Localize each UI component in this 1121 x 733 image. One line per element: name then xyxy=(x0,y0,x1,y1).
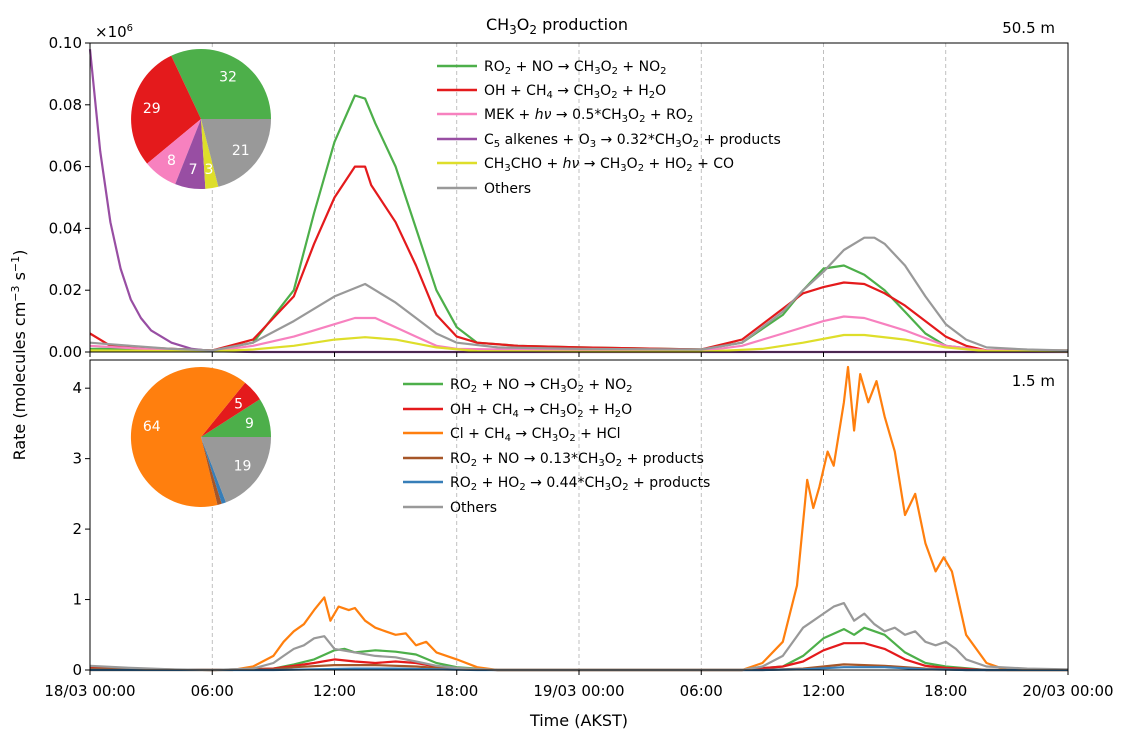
legend-item: C5 alkenes + O3 → 0.32*CH3O2 + products xyxy=(437,132,781,150)
pie-slice xyxy=(201,437,226,504)
pie-slice xyxy=(201,119,219,189)
x-tick-label: 12:00 xyxy=(313,682,356,700)
x-tick-label: 06:00 xyxy=(191,682,234,700)
pie-slice xyxy=(175,119,206,190)
pie-label: 8 xyxy=(167,153,176,169)
svg-text:Others: Others xyxy=(484,181,531,197)
pie-label: 64 xyxy=(143,419,161,435)
x-tick-label: 06:00 xyxy=(680,682,723,700)
y-tick-label: 0.00 xyxy=(49,343,82,361)
svg-text:OH + CH4 → CH3O2 + H2O: OH + CH4 → CH3O2 + H2O xyxy=(450,402,632,420)
pie-slice xyxy=(201,437,271,503)
y-axis-label: Rate (molecules cm−3 s−1) xyxy=(9,250,29,461)
pie-label: 5 xyxy=(234,396,243,412)
panel-bottom-height-label: 1.5 m xyxy=(1012,372,1055,390)
legend-item: CH3CHO + hν → CH3O2 + HO2 + CO xyxy=(437,156,734,174)
svg-text:Others: Others xyxy=(450,500,497,516)
x-tick-label: 18:00 xyxy=(924,682,967,700)
legend-item: Cl + CH4 → CH3O2 + HCl xyxy=(403,426,621,444)
y-tick-label: 4 xyxy=(72,379,82,397)
svg-text:C5 alkenes + O3 → 0.32*CH3O2 +: C5 alkenes + O3 → 0.32*CH3O2 + products xyxy=(484,132,781,150)
pie-label: 19 xyxy=(234,459,252,475)
svg-text:MEK + hν → 0.5*CH3O2 + RO2: MEK + hν → 0.5*CH3O2 + RO2 xyxy=(484,107,693,125)
legend-item: RO2 + HO2 → 0.44*CH3O2 + products xyxy=(403,475,710,493)
y-tick-label: 0.04 xyxy=(49,219,82,237)
legend-item: Others xyxy=(437,181,531,197)
panel-top-height-label: 50.5 m xyxy=(1002,19,1055,37)
legend-item: RO2 + NO → CH3O2 + NO2 xyxy=(403,377,632,395)
x-axis-label: Time (AKST) xyxy=(529,711,628,730)
series-line xyxy=(89,602,1069,672)
y-tick-label: 0.08 xyxy=(49,96,82,114)
x-tick-label: 20/03 00:00 xyxy=(1022,682,1113,700)
x-tick-label: 18:00 xyxy=(435,682,478,700)
legend-item: RO2 + NO → 0.13*CH3O2 + products xyxy=(403,451,704,469)
chart-title: CH3O2 production xyxy=(486,15,628,37)
pie-label: 9 xyxy=(245,416,254,432)
y-tick-label: 2 xyxy=(72,520,82,538)
svg-text:Cl + CH4 → CH3O2 + HCl: Cl + CH4 → CH3O2 + HCl xyxy=(450,426,621,444)
svg-text:RO2 + HO2 → 0.44*CH3O2 + produ: RO2 + HO2 → 0.44*CH3O2 + products xyxy=(450,475,710,493)
svg-text:RO2 + NO → CH3O2 + NO2: RO2 + NO → CH3O2 + NO2 xyxy=(450,377,632,395)
legend-item: RO2 + NO → CH3O2 + NO2 xyxy=(437,59,666,77)
legend-bottom: RO2 + NO → CH3O2 + NO2 OH + CH4 → CH3O2 … xyxy=(403,377,710,516)
svg-text:RO2 + NO → CH3O2 + NO2: RO2 + NO → CH3O2 + NO2 xyxy=(484,59,666,77)
svg-text:OH + CH4 → CH3O2 + H2O: OH + CH4 → CH3O2 + H2O xyxy=(484,83,666,101)
pie-label: 32 xyxy=(219,69,237,85)
pie-label: 7 xyxy=(189,162,198,178)
y-tick-label: 1 xyxy=(72,591,82,609)
y-tick-label: 0 xyxy=(72,661,82,679)
y-tick-label: 3 xyxy=(72,450,82,468)
svg-text:CH3CHO + hν → CH3O2 + HO2 + CO: CH3CHO + hν → CH3O2 + HO2 + CO xyxy=(484,156,734,174)
y-tick-label: 0.10 xyxy=(49,34,82,52)
y-tick-label: 0.02 xyxy=(49,281,82,299)
pie-label: 29 xyxy=(143,101,161,117)
x-tick-label: 12:00 xyxy=(802,682,845,700)
pie-slice xyxy=(131,55,201,164)
series-line xyxy=(89,236,1069,352)
x-tick-label: 18/03 00:00 xyxy=(44,682,135,700)
legend-item: OH + CH4 → CH3O2 + H2O xyxy=(437,83,666,101)
pie-slice xyxy=(147,119,201,185)
svg-text:RO2 + NO → 0.13*CH3O2 + produc: RO2 + NO → 0.13*CH3O2 + products xyxy=(450,451,704,469)
pie-label: 3 xyxy=(204,162,213,178)
legend-item: Others xyxy=(403,500,497,516)
pie-slice xyxy=(201,399,271,437)
pie-slice xyxy=(130,366,246,507)
legend-item: OH + CH4 → CH3O2 + H2O xyxy=(403,402,632,420)
y-tick-label: 0.06 xyxy=(49,158,82,176)
series-line xyxy=(89,165,1068,352)
series-line xyxy=(90,365,1068,672)
y-scale-note: ×106 xyxy=(95,23,133,41)
pie-slice xyxy=(201,382,260,437)
svg-text:CH3O2 production: CH3O2 production xyxy=(486,15,628,37)
pie-slice xyxy=(201,119,271,187)
legend-top: RO2 + NO → CH3O2 + NO2 OH + CH4 → CH3O2 … xyxy=(437,59,781,197)
pie-slice xyxy=(171,49,271,119)
pie-label: 21 xyxy=(232,143,250,159)
x-tick-label: 19/03 00:00 xyxy=(533,682,624,700)
pie-slice xyxy=(201,437,222,505)
